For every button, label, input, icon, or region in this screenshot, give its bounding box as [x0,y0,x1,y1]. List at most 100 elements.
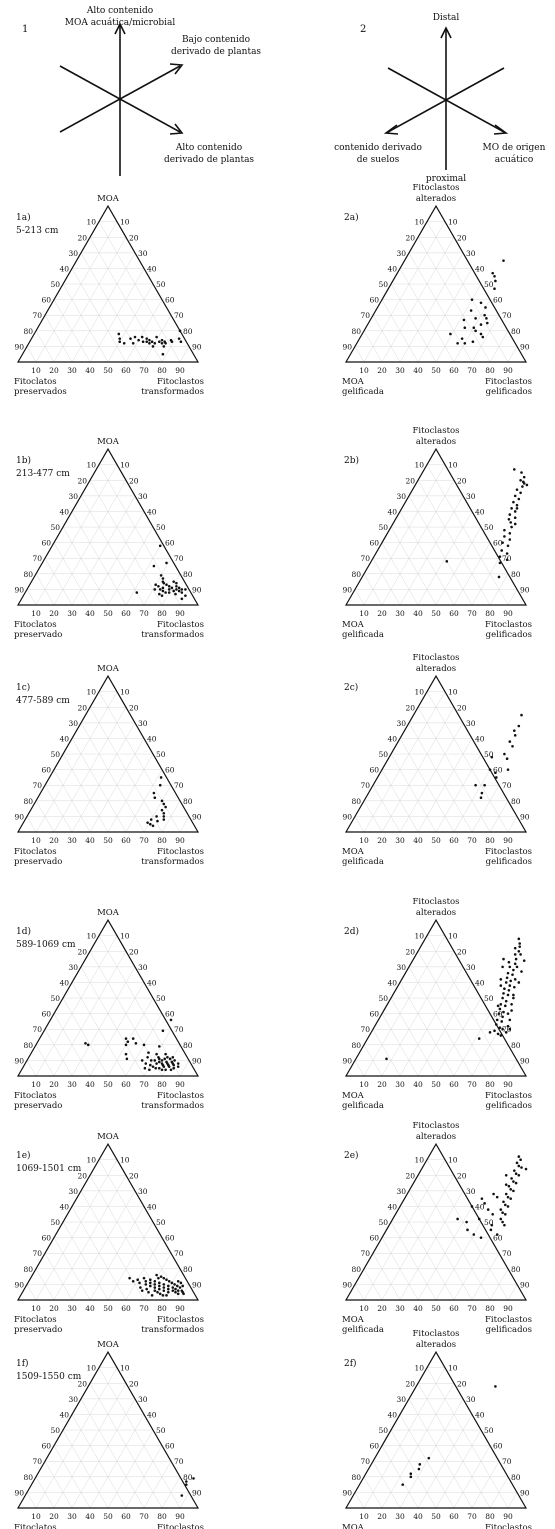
legend-lower-right-label-line2: acuático [495,154,534,165]
tick-label-left: 40 [387,734,397,743]
tick-label-right: 30 [138,1187,148,1196]
tick-label-left: 70 [360,1457,370,1466]
tick-label-left: 90 [342,812,352,821]
data-point [445,560,449,563]
data-point [477,1217,481,1221]
grid-line [71,268,127,363]
triangle-outline [344,204,528,363]
tick-label-bottom: 90 [175,1304,185,1313]
data-point [172,1066,175,1070]
grid-line [354,1060,365,1077]
data-point [522,475,526,479]
vertex-label-left: gelificada [342,630,384,640]
tick-label-left: 70 [32,1025,42,1034]
grid-line [471,1029,500,1077]
data-point [176,1062,180,1065]
data-point [504,999,508,1003]
vertex-label-left: Fitoclatos [14,1523,57,1529]
grid-line [26,346,37,363]
grid-line [143,558,172,606]
data-point [153,1283,157,1286]
tick-label-right: 20 [457,476,467,485]
tick-label-left: 20 [405,476,415,485]
data-point [142,1276,146,1280]
tick-label-right: 70 [502,1249,512,1258]
panel-label: 2e) [344,1150,359,1161]
grid-line [408,495,473,606]
tick-label-bottom: 80 [157,836,167,845]
grid-line [363,1268,383,1301]
grid-line [354,346,365,363]
triangle-outline [344,1142,528,1301]
data-point [162,818,166,821]
data-point [460,337,464,340]
data-point [449,332,452,336]
grid-line [363,1044,383,1077]
data-point [164,805,167,809]
data-point [175,588,178,591]
panel-label: 1b) [16,455,31,466]
tick-label-right: 10 [120,1364,130,1373]
vertex-label-top: Fitoclastos [413,1121,460,1131]
tick-label-bottom: 20 [377,836,387,845]
tick-label-right: 70 [174,1025,184,1034]
grid-line [71,982,127,1077]
legend-upper-right-label-line2: derivado de plantas [171,47,261,57]
data-point [483,1202,486,1205]
tick-label-right: 70 [174,781,184,790]
tick-label-right: 10 [120,688,130,697]
grid-line [44,315,73,363]
panel-label: 2d) [344,926,359,937]
tick-label-left: 50 [50,1218,60,1227]
data-point [158,592,161,596]
data-point [503,1223,506,1227]
tick-label-left: 50 [378,750,388,759]
tick-label-bottom: 70 [467,366,477,375]
tick-label-bottom: 30 [67,366,77,375]
data-point [507,988,511,992]
data-point [158,1045,161,1048]
arrow-upper-right-icon [169,63,184,75]
tick-label-bottom: 50 [431,1512,441,1521]
data-point [511,744,514,748]
tick-label-bottom: 60 [121,609,131,618]
legend-diagram-1: 1 Alto contenido MOA acuática/microbial … [22,6,261,176]
data-point [501,541,504,544]
data-point [169,1018,173,1022]
data-point [176,1279,180,1283]
grid-line [26,816,37,833]
data-point [511,973,514,976]
tick-label-right: 70 [174,311,184,320]
vertex-label-right: Fitoclastos [485,1315,532,1325]
tick-label-left: 80 [351,1265,361,1274]
tick-label-bottom: 60 [121,1080,131,1089]
legend-lower-left-label-line1: contenido derivado [334,143,422,153]
data-point [470,1205,474,1208]
grid-line [408,966,473,1077]
vertex-label-left: gelificada [342,1101,384,1111]
data-point [489,1228,493,1232]
tick-label-bottom: 30 [395,366,405,375]
data-point [506,993,510,997]
tick-label-left: 50 [50,1426,60,1435]
vertex-label-left: MOA [342,377,365,387]
triangle-outline [16,1350,200,1509]
grid-line [408,1190,473,1301]
grid-line [372,785,401,833]
vertex-label-top: MOA [97,194,120,204]
grid-line [435,997,482,1077]
grid-line [399,1414,455,1509]
tick-label-bottom: 30 [395,836,405,845]
data-point [172,1063,175,1067]
data-point [418,1463,422,1466]
data-point [513,978,517,981]
tick-label-right: 40 [147,1410,157,1419]
tick-label-right: 80 [183,1265,193,1274]
tick-label-right: 90 [520,585,530,594]
tick-label-left: 10 [86,461,96,470]
data-point [517,949,521,953]
grid-line [399,268,455,363]
data-point [158,1284,161,1288]
tick-label-right: 10 [448,932,458,941]
tick-label-left: 20 [405,703,415,712]
